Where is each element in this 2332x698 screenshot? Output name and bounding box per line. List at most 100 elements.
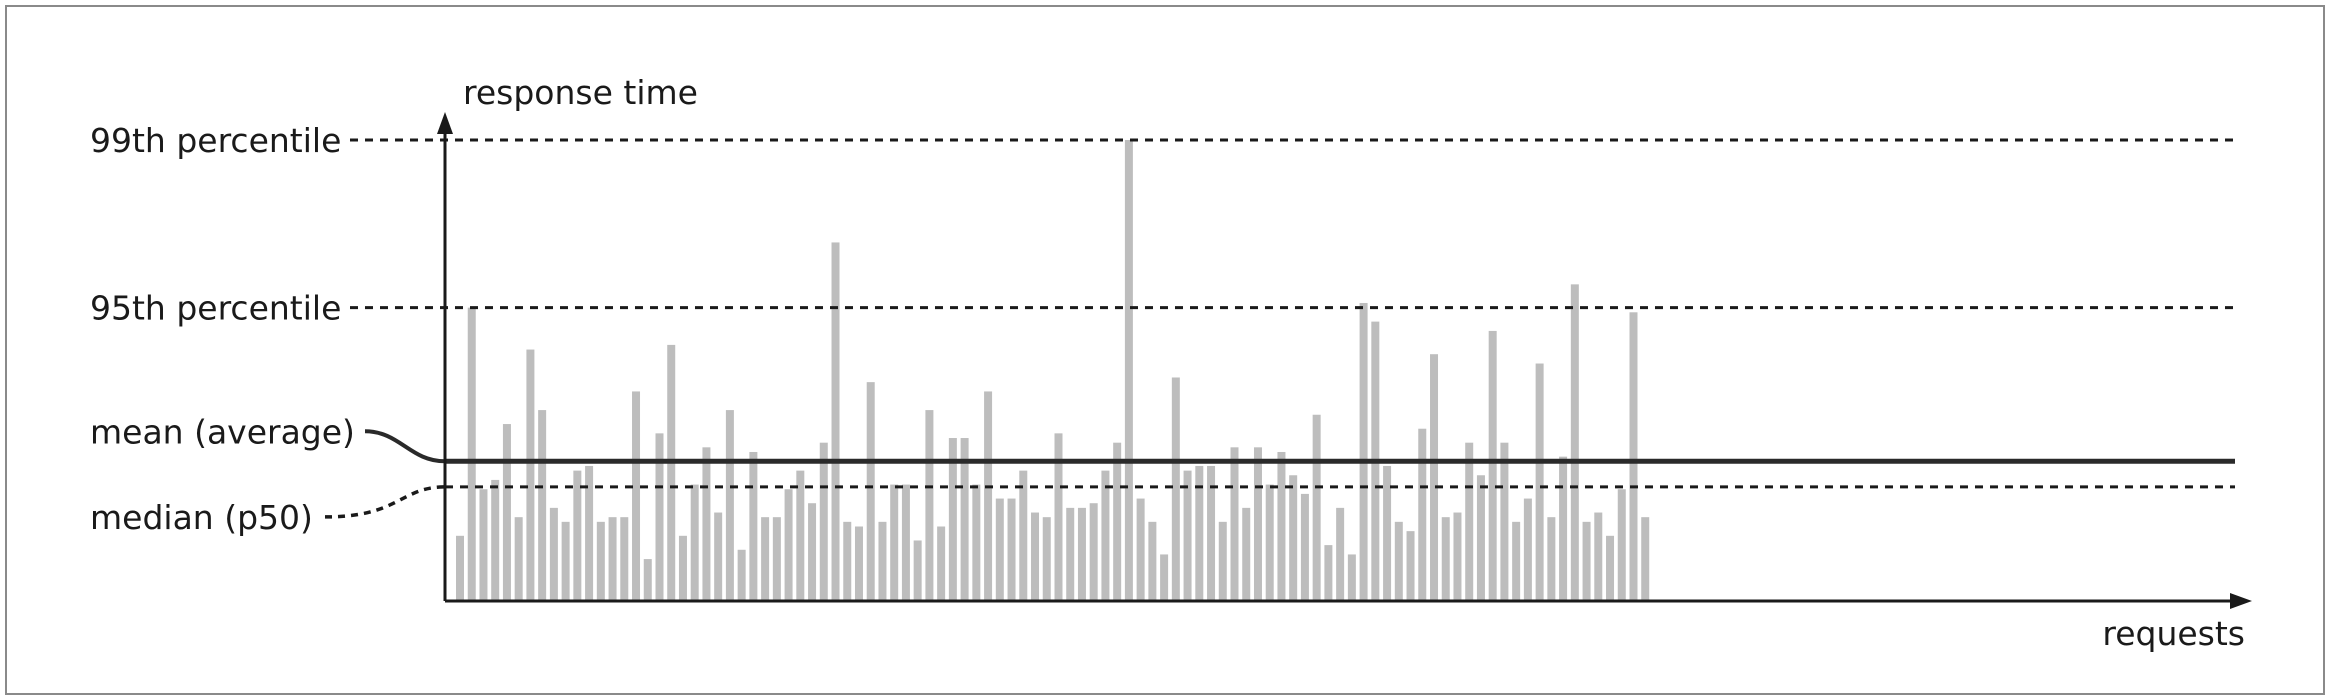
bar — [1641, 517, 1650, 601]
bar — [831, 242, 840, 601]
bar — [937, 526, 946, 601]
bar — [725, 410, 734, 601]
bar — [1042, 517, 1051, 601]
bar — [901, 484, 910, 601]
bar — [784, 489, 793, 601]
bar — [866, 382, 875, 601]
bar — [761, 517, 770, 601]
bar — [1101, 470, 1110, 601]
bar — [995, 498, 1004, 601]
bar — [1171, 377, 1180, 601]
bar — [1007, 498, 1016, 601]
bar — [1606, 535, 1615, 601]
bar — [1582, 521, 1591, 601]
bar — [854, 526, 863, 601]
bar — [608, 517, 617, 601]
bar — [1500, 442, 1509, 601]
bar — [1300, 493, 1309, 601]
bar — [1406, 531, 1415, 601]
bar — [479, 489, 488, 601]
bar — [890, 484, 899, 601]
bar — [1512, 521, 1521, 601]
bar — [1289, 475, 1298, 601]
bar — [1324, 545, 1333, 601]
bar — [1077, 507, 1086, 601]
y-axis-title: response time — [463, 73, 698, 112]
bar — [1441, 517, 1450, 601]
bar — [573, 470, 582, 601]
bar — [1476, 475, 1485, 601]
bar — [1124, 140, 1133, 601]
bar — [1488, 330, 1497, 601]
bar — [984, 391, 993, 601]
bar — [1207, 465, 1216, 601]
mean-label: mean (average) — [90, 412, 355, 451]
bar — [819, 442, 828, 601]
bar — [1136, 498, 1145, 601]
bar — [1054, 433, 1063, 601]
bar — [1242, 507, 1251, 601]
bar — [526, 349, 535, 601]
bar — [1230, 447, 1239, 601]
bar — [1160, 554, 1169, 601]
bar — [1523, 498, 1532, 601]
bar — [596, 521, 605, 601]
median-connector — [324, 485, 446, 519]
bar — [1418, 428, 1427, 601]
bar — [878, 521, 887, 601]
bar — [714, 512, 723, 601]
bar — [1559, 456, 1568, 601]
p99-label: 99th percentile — [90, 121, 341, 160]
bar — [925, 410, 934, 601]
bar — [1547, 517, 1556, 601]
mean-connector — [364, 429, 446, 464]
median-label: median (p50) — [90, 498, 313, 537]
bar — [1195, 465, 1204, 601]
bar — [808, 503, 817, 601]
bar — [502, 424, 511, 601]
bar — [749, 451, 758, 601]
x-axis-title: requests — [2102, 614, 2245, 653]
bar — [843, 521, 852, 601]
bar — [1253, 447, 1262, 601]
bar — [1218, 521, 1227, 601]
bar — [772, 517, 781, 601]
bar — [1336, 507, 1345, 601]
y-axis-arrowhead — [437, 112, 453, 134]
bar — [643, 559, 652, 601]
bar — [1277, 451, 1286, 601]
bar — [667, 344, 676, 601]
bar — [467, 307, 476, 601]
bar — [960, 438, 969, 601]
bar — [1265, 484, 1274, 601]
bar — [491, 479, 500, 601]
bar — [585, 465, 594, 601]
bar — [796, 470, 805, 601]
bar — [972, 484, 981, 601]
bar — [702, 447, 711, 601]
bar — [538, 410, 547, 601]
bar — [690, 484, 699, 601]
bar — [549, 507, 558, 601]
bar — [1359, 302, 1368, 601]
bar — [1394, 521, 1403, 601]
bar — [1535, 363, 1544, 601]
bar — [1629, 312, 1638, 601]
x-axis-arrowhead — [2230, 593, 2252, 609]
bar — [913, 540, 922, 601]
bar — [456, 535, 464, 601]
bar — [1031, 512, 1040, 601]
bar — [1312, 414, 1321, 601]
bar — [1347, 554, 1356, 601]
bar — [1113, 442, 1122, 601]
bar — [1430, 354, 1439, 601]
bar — [1383, 465, 1392, 601]
bar — [1617, 489, 1626, 601]
bars-layer — [456, 140, 1650, 601]
p95-label: 95th percentile — [90, 289, 341, 328]
bar — [948, 438, 957, 601]
bar — [632, 391, 641, 601]
bar — [655, 433, 664, 601]
bar — [737, 549, 746, 601]
